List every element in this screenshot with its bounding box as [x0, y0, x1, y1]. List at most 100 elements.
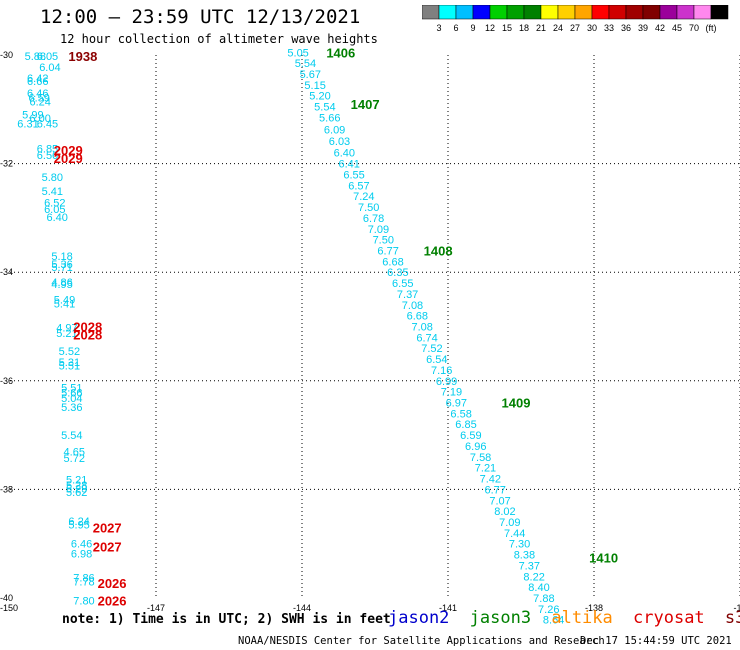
pass-time-label: 1407: [351, 97, 380, 112]
swh-value-label: 5.51: [61, 382, 82, 394]
mission-s3a: s3a: [724, 608, 740, 628]
colorbar-swatch: [710, 5, 729, 20]
swh-value-label: 6.68: [407, 311, 428, 323]
swh-value-label: 6.46: [27, 88, 48, 100]
pass-time-label: 1408: [424, 243, 453, 258]
swh-value-label: 5.36: [61, 402, 82, 414]
swh-value-label: 7.09: [499, 517, 520, 529]
y-tick-label: -34: [0, 267, 13, 277]
mission-jason3: jason3: [469, 608, 532, 628]
x-tick-label: -138: [585, 603, 603, 613]
colorbar-label: 15: [502, 23, 512, 33]
generation-timestamp: Dec 17 15:44:59 UTC 2021: [580, 635, 732, 647]
footnote: note: 1) Time is in UTC; 2) SWH is in fe…: [62, 612, 391, 627]
swh-value-label: 6.35: [387, 267, 408, 279]
pass-time-label: 2028: [73, 320, 102, 335]
pass-time-label: 2028: [73, 328, 102, 343]
swh-value-label: 6.77: [377, 245, 398, 257]
swh-value-label: 7.37: [397, 289, 418, 301]
mission-cryosat: cryosat: [633, 608, 705, 628]
colorbar-label: 24: [553, 23, 563, 33]
swh-value-label: 7.52: [421, 343, 442, 355]
swh-value-label: 5.04: [61, 393, 82, 405]
x-tick-label: -13: [733, 603, 740, 613]
swh-value-label: 7.58: [470, 452, 491, 464]
swh-value-label: 8.38: [514, 550, 535, 562]
swh-value-label: 4.95: [51, 279, 72, 291]
swh-value-label: 6.96: [465, 441, 486, 453]
swh-value-label: 5.28: [66, 480, 87, 492]
colorbar-label: 45: [672, 23, 682, 33]
swh-value-label: 6.31: [17, 118, 38, 130]
swh-value-label: 6.40: [47, 212, 68, 224]
swh-value-label: 6.56: [37, 150, 58, 162]
x-tick-label: -144: [293, 603, 311, 613]
colorbar-label: 36: [621, 23, 631, 33]
colorbar-label: 27: [570, 23, 580, 33]
swh-value-label: 6.85: [455, 419, 476, 431]
swh-value-label: 5.31: [59, 357, 80, 369]
credit-line: NOAA/NESDIS Center for Satellite Applica…: [238, 635, 605, 647]
pass-time-label: 2026: [98, 594, 127, 609]
swh-value-label: 8.40: [528, 582, 549, 594]
swh-value-label: 7.50: [358, 202, 379, 214]
swh-value-label: 6.45: [37, 118, 58, 130]
colorbar-label: 42: [655, 23, 665, 33]
swh-value-label: 6.24: [68, 516, 89, 528]
swh-value-label: 7.50: [373, 235, 394, 247]
x-tick-label: -150: [0, 603, 18, 613]
mission-altika: altika: [551, 608, 613, 628]
swh-value-label: 6.85: [37, 143, 58, 155]
swh-value-label: 5.05: [287, 47, 308, 59]
swh-value-label: 4.97: [56, 323, 77, 335]
swh-value-label: 7.09: [368, 224, 389, 236]
swh-value-label: 5.36: [51, 259, 72, 271]
swh-value-label: 6.59: [460, 430, 481, 442]
swh-value-label: 5.66: [319, 112, 340, 124]
swh-value-label: 4.86: [51, 277, 72, 289]
swh-value-label: 6.66: [27, 76, 48, 88]
swh-value-label: 6.97: [446, 398, 467, 410]
swh-value-label: 6.52: [44, 198, 65, 210]
swh-value-label: 7.19: [441, 387, 462, 399]
swh-value-label: 5.49: [54, 294, 75, 306]
y-tick-label: -36: [0, 376, 13, 386]
swh-value-label: 5.54: [295, 58, 316, 70]
swh-value-label: 6.78: [363, 213, 384, 225]
swh-value-label: 6.46: [71, 539, 92, 551]
swh-value-label: 6.05: [37, 51, 58, 63]
swh-value-label: 6.59: [28, 92, 49, 104]
swh-value-label: 8.64: [543, 615, 564, 627]
pass-time-label: 1938: [68, 49, 97, 64]
y-tick-label: -30: [0, 50, 13, 60]
swh-value-label: 7.08: [412, 322, 433, 334]
swh-value-label: 5.18: [51, 251, 72, 263]
pass-time-label: 2027: [93, 539, 122, 554]
colorbar-label: 21: [536, 23, 546, 33]
swh-value-label: 7.78: [73, 577, 94, 589]
pass-time-label: 2029: [54, 143, 83, 158]
swh-value-label: 5.41: [42, 186, 63, 198]
pass-time-label: 2027: [93, 520, 122, 535]
x-tick-label: -141: [439, 603, 457, 613]
colorbar-label: 70: [689, 23, 699, 33]
swh-value-label: 6.57: [348, 180, 369, 192]
swh-value-label: 7.86: [73, 572, 94, 584]
swh-value-label: 6.05: [44, 204, 65, 216]
swh-value-label: 5.20: [309, 91, 330, 103]
colorbar-label: 18: [519, 23, 529, 33]
swh-value-label: 6.55: [343, 169, 364, 181]
y-tick-label: -32: [0, 159, 13, 169]
swh-value-label: 7.42: [480, 474, 501, 486]
swh-value-label: 6.42: [27, 73, 48, 85]
swh-value-label: 6.00: [29, 113, 50, 125]
colorbar-label: 39: [638, 23, 648, 33]
swh-value-label: 6.58: [450, 408, 471, 420]
swh-value-label: 6.77: [485, 484, 506, 496]
swh-value-label: 6.55: [392, 278, 413, 290]
swh-value-label: 6.40: [334, 148, 355, 160]
swh-value-label: 5.15: [304, 80, 325, 92]
swh-value-label: 5.66: [61, 388, 82, 400]
